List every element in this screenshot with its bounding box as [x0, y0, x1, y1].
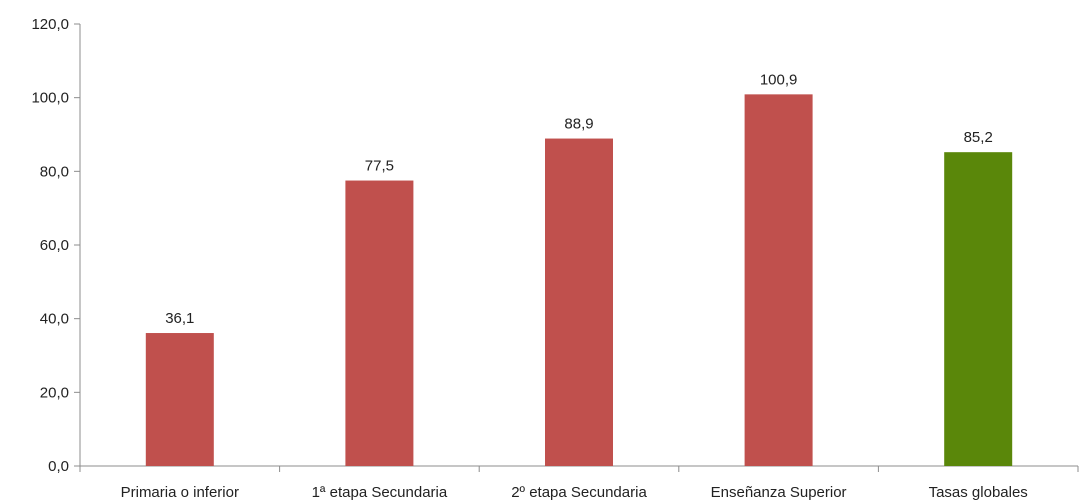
x-category-label: Primaria o inferior: [121, 484, 239, 501]
data-label: 77,5: [365, 158, 394, 175]
y-tick-label: 60,0: [40, 237, 69, 254]
data-label: 100,9: [760, 71, 798, 88]
y-tick-label: 40,0: [40, 311, 69, 328]
x-axis: Primaria o inferior 1ª etapa Secundaria 2º…: [79, 465, 1079, 501]
bar: [545, 138, 613, 466]
data-labels: 36,1 77,5 88,9 100,9 85,2: [165, 71, 993, 327]
bar: [145, 333, 214, 466]
data-label: 88,9: [564, 116, 593, 133]
data-label: 85,2: [964, 129, 993, 146]
x-category-label: 1ª etapa Secundaria: [312, 484, 448, 501]
bar: [345, 180, 414, 466]
y-tick-label: 80,0: [40, 163, 69, 180]
bar: [944, 152, 1013, 466]
bar: [744, 94, 813, 466]
y-tick-label: 120,0: [31, 16, 69, 33]
x-category-label: Enseñanza Superior: [711, 484, 847, 501]
bars: [145, 94, 1013, 466]
x-category-label: 2º etapa Secundaria: [511, 484, 647, 501]
x-category-label: Tasas globales: [929, 484, 1028, 501]
data-label: 36,1: [165, 310, 194, 327]
y-tick-label: 100,0: [31, 90, 69, 107]
y-axis: 0,0 20,0 40,0 60,0 80,0 100,0 120,0: [31, 16, 81, 475]
y-tick-label: 0,0: [48, 458, 69, 475]
y-tick-label: 20,0: [40, 384, 69, 401]
